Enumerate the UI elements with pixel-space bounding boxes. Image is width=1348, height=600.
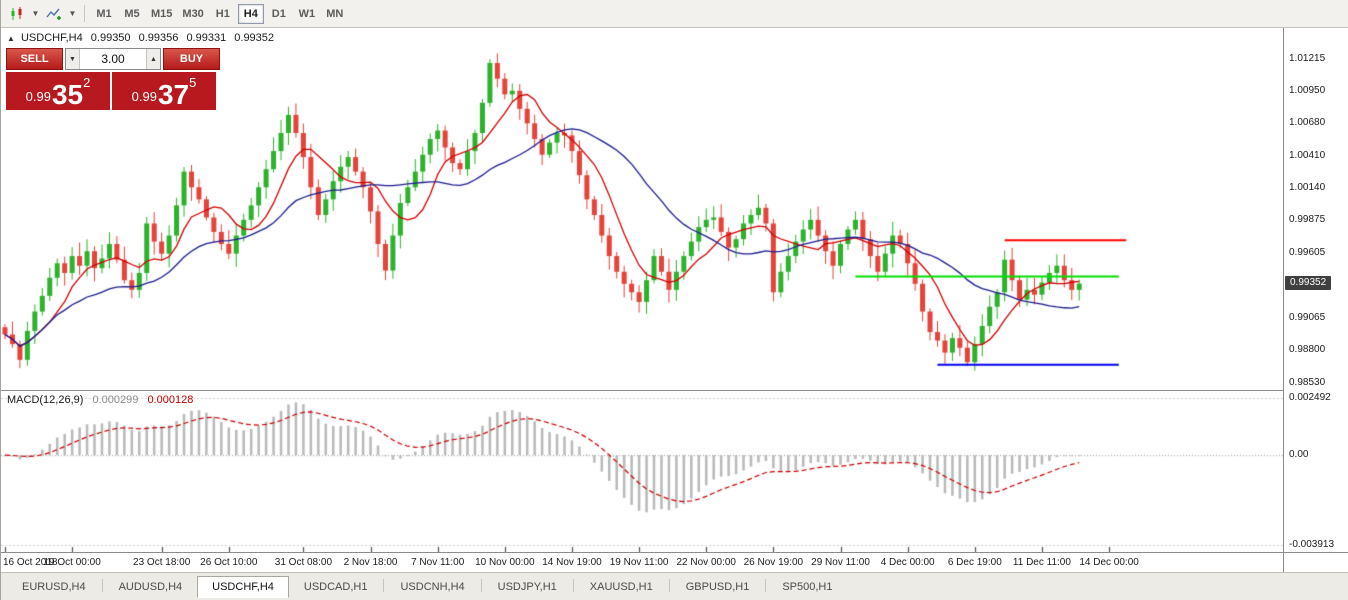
price-axis-label: 1.00140 (1289, 182, 1326, 194)
time-axis-label: 19 Nov 11:00 (609, 557, 669, 568)
buy-price-big: 37 (157, 79, 190, 111)
time-axis-label: 26 Nov 19:00 (743, 557, 804, 568)
timeframe-m30[interactable]: M30 (178, 4, 207, 24)
chart-macd-separator (1, 390, 1283, 391)
tab-separator (765, 579, 767, 592)
price-axis[interactable]: 1.01215 1.00950 1.00680 1.00410 1.00140 0.998… (1283, 28, 1348, 552)
sell-price-sup: 2 (83, 75, 91, 90)
volume-value[interactable]: 3.00 (101, 52, 125, 66)
chart-type-dropdown[interactable]: ▼ (29, 3, 42, 24)
sell-price-display[interactable]: 0.99 35 2 (6, 72, 110, 110)
tab-separator (572, 579, 574, 592)
ohlc-low: 0.99331 (186, 32, 227, 44)
chart-tabbar: EURUSD,H4 AUDUSD,H4 USDCHF,H4 USDCAD,H1 … (1, 572, 1348, 600)
time-axis-label: 2 Nov 18:00 (343, 557, 398, 568)
buy-price-display[interactable]: 0.99 37 5 (112, 72, 216, 110)
time-axis-label: 6 Dec 19:00 (947, 557, 1002, 568)
price-axis-label: 1.01215 (1289, 52, 1326, 64)
time-axis-label: 11 Dec 11:00 (1012, 557, 1071, 568)
candlestick-chart-icon-button[interactable] (5, 3, 29, 24)
ohlc-open: 0.99350 (90, 32, 131, 44)
macd-axis-label: 0.002492 (1289, 392, 1331, 403)
axis-corner (1283, 552, 1348, 572)
buy-price-prefix: 0.99 (131, 89, 157, 104)
time-axis-label: 22 Nov 00:00 (676, 557, 736, 568)
sell-price-big: 35 (51, 79, 84, 111)
time-axis-label: 4 Dec 00:00 (880, 557, 935, 568)
price-axis-label: 0.99605 (1289, 247, 1326, 259)
ohlc-close: 0.99352 (234, 32, 275, 44)
timeframe-h4[interactable]: H4 (237, 3, 264, 24)
indicators-icon (46, 8, 61, 20)
time-axis-label: 31 Oct 08:00 (274, 557, 333, 568)
price-axis-label: 0.99065 (1289, 312, 1326, 324)
one-click-trading-panel: SELL ▼ 3.00 ▲ BUY 0.99 35 2 0.99 37 5 (6, 48, 220, 110)
time-axis[interactable]: 16 Oct 2018 19 Oct 00:00 23 Oct 18:00 26 Oc… (1, 552, 1283, 572)
time-axis-label: 10 Nov 00:00 (475, 557, 535, 568)
toolbar-separator (84, 5, 85, 22)
tab-gbpusd-h1[interactable]: GBPUSD,H1 (685, 581, 750, 593)
timeframe-m15[interactable]: M15 (147, 4, 176, 24)
indicators-dropdown[interactable]: ▼ (66, 3, 79, 24)
time-axis-label: 7 Nov 11:00 (411, 557, 465, 568)
tab-separator (668, 579, 670, 592)
price-axis-label: 1.00680 (1289, 117, 1326, 129)
tab-sp500-h1[interactable]: SP500,H1 (782, 581, 833, 593)
macd-signal-value: 0.000128 (147, 394, 194, 406)
current-price-badge: 0.99352 (1285, 275, 1332, 290)
tab-usdjpy-h1[interactable]: USDJPY,H1 (497, 581, 557, 593)
timeframe-m5[interactable]: M5 (119, 4, 145, 24)
time-axis-label: 29 Nov 11:00 (811, 557, 870, 568)
one-click-toggle-icon[interactable]: ▲ (7, 34, 15, 43)
price-axis-label: 0.98800 (1289, 344, 1326, 356)
macd-axis-label: -0.003913 (1289, 539, 1335, 550)
macd-main-value: 0.000299 (92, 394, 139, 406)
timeframe-m1[interactable]: M1 (91, 4, 117, 24)
buy-price-sup: 5 (189, 75, 197, 90)
candlestick-chart-icon (11, 6, 22, 20)
time-axis-label: 14 Dec 00:00 (1079, 557, 1139, 568)
price-axis-label: 1.00410 (1289, 149, 1326, 161)
macd-axis-label: 0.00 (1289, 449, 1309, 461)
toolbar: ▼ ▼ M1 M5 M15 M30 H1 H4 D1 W1 MN (1, 0, 1348, 28)
tab-usdchf-h4[interactable]: USDCHF,H4 (197, 576, 289, 598)
tab-separator (480, 579, 482, 592)
price-axis-label: 0.98530 (1289, 376, 1326, 388)
timeframe-h1[interactable]: H1 (210, 4, 236, 24)
tab-usdcad-h1[interactable]: USDCAD,H1 (303, 581, 368, 593)
volume-stepper: ▼ 3.00 ▲ (65, 48, 161, 70)
buy-button[interactable]: BUY (163, 48, 220, 70)
volume-down-icon[interactable]: ▼ (66, 49, 80, 69)
timeframe-d1[interactable]: D1 (266, 4, 292, 24)
indicators-icon-button[interactable] (42, 3, 66, 24)
time-axis-label: 14 Nov 19:00 (542, 557, 602, 568)
price-axis-label: 1.00950 (1289, 84, 1326, 96)
chart-plot-area: ▲ USDCHF,H4 0.99350 0.99356 0.99331 0.99… (1, 28, 1283, 552)
tab-audusd-h4[interactable]: AUDUSD,H4 (118, 581, 183, 593)
symbol-period-label: USDCHF,H4 (20, 32, 83, 44)
time-axis-label: 19 Oct 00:00 (43, 557, 101, 568)
timeframe-mn[interactable]: MN (322, 4, 348, 24)
macd-indicator-label: MACD(12,26,9) 0.000299 0.000128 (7, 394, 193, 406)
time-axis-label: 26 Oct 10:00 (200, 557, 258, 568)
time-axis-label: 23 Oct 18:00 (133, 557, 191, 568)
sell-button[interactable]: SELL (6, 48, 63, 70)
chart-title: ▲ USDCHF,H4 0.99350 0.99356 0.99331 0.99… (7, 32, 274, 44)
tab-usdcnh-h4[interactable]: USDCNH,H4 (400, 581, 465, 593)
tab-xauusd-h1[interactable]: XAUUSD,H1 (589, 581, 653, 593)
tab-separator (101, 579, 103, 592)
sell-price-prefix: 0.99 (25, 89, 51, 104)
macd-name: MACD(12,26,9) (7, 394, 84, 406)
tab-eurusd-h4[interactable]: EURUSD,H4 (22, 581, 86, 593)
timeframe-w1[interactable]: W1 (294, 4, 320, 24)
price-axis-label: 0.99875 (1289, 214, 1326, 226)
tab-separator (383, 579, 385, 592)
volume-up-icon[interactable]: ▲ (146, 49, 160, 69)
macd-indicator-canvas[interactable] (1, 391, 1283, 552)
ohlc-high: 0.99356 (138, 32, 179, 44)
time-axis-label: 16 Oct 2018 (3, 557, 58, 568)
